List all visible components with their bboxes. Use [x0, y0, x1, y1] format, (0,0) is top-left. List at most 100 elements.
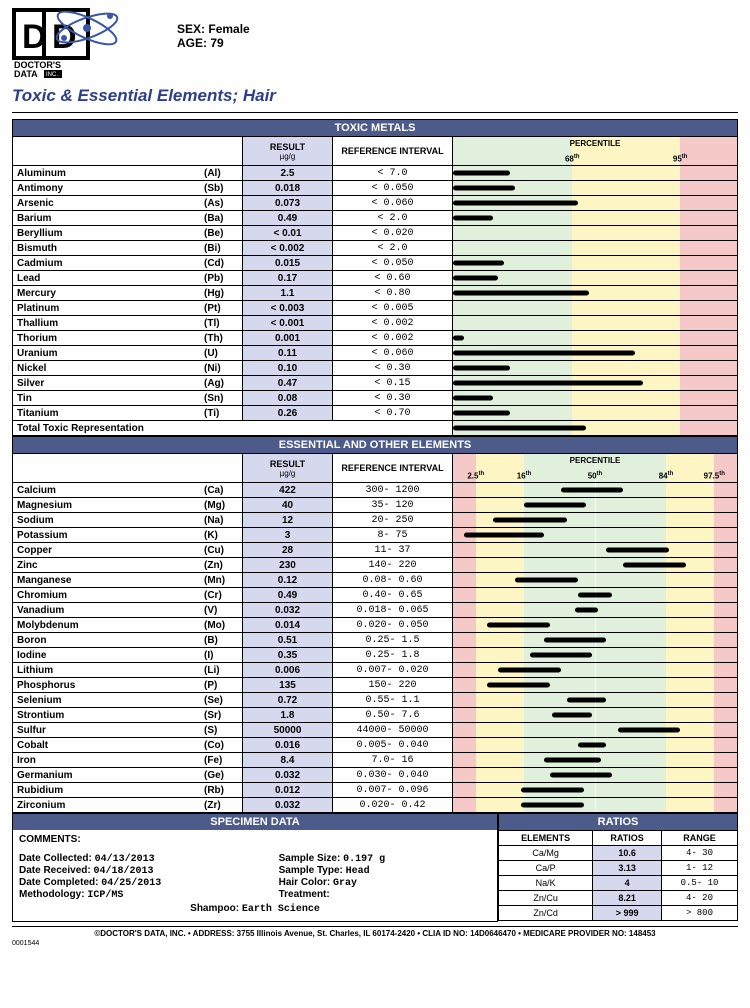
element-name: Selenium [17, 695, 204, 706]
table-row: Chromium(Cr)0.490.40- 0.65 [13, 588, 738, 603]
percentile-bar-cell [453, 421, 738, 436]
specimen-field: Methodology: ICP/MS [19, 889, 279, 901]
ratio-element: Na/K [499, 876, 593, 891]
table-row: Silver(Ag)0.47< 0.15 [13, 376, 738, 391]
element-symbol: (Ag) [204, 378, 238, 389]
percentile-bar-cell [453, 753, 738, 768]
ratio-row: Na/K40.5- 10 [499, 876, 738, 891]
svg-text:D: D [22, 18, 47, 56]
element-name: Germanium [17, 770, 204, 781]
percentile-bar-cell [453, 196, 738, 211]
table-row: Lead(Pb)0.17< 0.60 [13, 271, 738, 286]
element-symbol: (Cu) [204, 545, 238, 556]
ratio-row: Ca/Mg10.64- 30 [499, 846, 738, 861]
percentile-tick: 97.5th [704, 471, 725, 481]
specimen-field-value: 04/25/2013 [101, 878, 161, 889]
toxic-percentile-header: PERCENTILE 68th95th [453, 137, 737, 165]
table-row: Arsenic(As)0.073< 0.060 [13, 196, 738, 211]
percentile-bar [521, 803, 583, 808]
reference-interval: 0.08- 0.60 [333, 573, 453, 588]
percentile-bar-cell [453, 618, 738, 633]
ratio-value: > 999 [593, 906, 662, 921]
reference-interval: < 7.0 [333, 166, 453, 181]
result-value: < 0.003 [243, 301, 333, 316]
percentile-bar [464, 533, 544, 538]
element-symbol: (Mn) [204, 575, 238, 586]
table-row: Aluminum(Al)2.5< 7.0 [13, 166, 738, 181]
element-symbol: (Mo) [204, 620, 238, 631]
table-row: Vanadium(V)0.0320.018- 0.065 [13, 603, 738, 618]
table-row: Bismuth(Bi)< 0.002< 2.0 [13, 241, 738, 256]
element-symbol: (Be) [204, 228, 238, 239]
reference-interval: < 0.70 [333, 406, 453, 421]
specimen-field-value: 0.197 g [343, 854, 385, 865]
percentile-bar [575, 608, 598, 613]
percentile-bar [453, 396, 493, 401]
table-row: Selenium(Se)0.720.55- 1.1 [13, 693, 738, 708]
percentile-bar-cell [453, 211, 738, 226]
table-row: Iodine(I)0.350.25- 1.8 [13, 648, 738, 663]
percentile-tick: 16th [517, 471, 532, 481]
table-row: Titanium(Ti)0.26< 0.70 [13, 406, 738, 421]
specimen-field-label: Date Received: [19, 865, 91, 876]
specimen-field-value: 04/13/2013 [95, 854, 155, 865]
result-value: 135 [243, 678, 333, 693]
toxic-result-unit: µg/g [247, 152, 328, 161]
table-row: Germanium(Ge)0.0320.030- 0.040 [13, 768, 738, 783]
specimen-field-label: Sample Size: [279, 853, 341, 864]
reference-interval: < 0.80 [333, 286, 453, 301]
percentile-tick: 95th [673, 154, 688, 164]
percentile-bar-cell [453, 498, 738, 513]
table-row: Rubidium(Rb)0.0120.007- 0.096 [13, 783, 738, 798]
element-name: Thallium [17, 318, 204, 329]
element-name: Zirconium [17, 800, 204, 811]
reference-interval: 11- 37 [333, 543, 453, 558]
toxic-table: RESULTµg/g REFERENCE INTERVAL PERCENTILE… [12, 136, 738, 436]
result-value: 40 [243, 498, 333, 513]
result-value: 0.12 [243, 573, 333, 588]
specimen-field: Date Received: 04/18/2013 [19, 865, 279, 877]
doc-number: 0001544 [12, 940, 738, 947]
result-value: 50000 [243, 723, 333, 738]
percentile-bar-cell [453, 798, 738, 813]
table-row: Sodium(Na)12 20- 250 [13, 513, 738, 528]
essential-table: RESULTµg/g REFERENCE INTERVAL PERCENTILE… [12, 453, 738, 813]
element-name: Aluminum [17, 168, 204, 179]
percentile-bar [530, 653, 592, 658]
percentile-bar [606, 548, 668, 553]
reference-interval: < 0.30 [333, 391, 453, 406]
element-name: Bismuth [17, 243, 204, 254]
percentile-tick: 68th [565, 154, 580, 164]
element-symbol: (Pt) [204, 303, 238, 314]
element-name: Cobalt [17, 740, 204, 751]
percentile-bar [487, 623, 549, 628]
table-row: Barium(Ba)0.49< 2.0 [13, 211, 738, 226]
reference-interval: 0.55- 1.1 [333, 693, 453, 708]
element-symbol: (Al) [204, 168, 238, 179]
specimen-field-label: Date Collected: [19, 853, 92, 864]
percentile-bar [578, 743, 606, 748]
ratio-range: 0.5- 10 [661, 876, 737, 891]
result-value: 0.032 [243, 768, 333, 783]
element-symbol: (Ni) [204, 363, 238, 374]
percentile-bar [453, 291, 589, 296]
element-name: Mercury [17, 288, 204, 299]
percentile-bar [453, 366, 510, 371]
reference-interval: < 0.15 [333, 376, 453, 391]
percentile-tick: 50th [588, 471, 603, 481]
specimen-field-value: 04/18/2013 [93, 866, 153, 877]
ratio-row: Ca/P3.131- 12 [499, 861, 738, 876]
element-name: Uranium [17, 348, 204, 359]
element-name: Magnesium [17, 500, 204, 511]
percentile-bar-cell [453, 376, 738, 391]
element-symbol: (Zr) [204, 800, 238, 811]
reference-interval: 0.020- 0.050 [333, 618, 453, 633]
ratio-element: Zn/Cu [499, 891, 593, 906]
element-symbol: (Fe) [204, 755, 238, 766]
ratio-row: Zn/Cu8.214- 20 [499, 891, 738, 906]
element-name: Sulfur [17, 725, 204, 736]
reference-interval: 0.005- 0.040 [333, 738, 453, 753]
result-value: 1.8 [243, 708, 333, 723]
result-value: 0.08 [243, 391, 333, 406]
ratio-element: Ca/Mg [499, 846, 593, 861]
